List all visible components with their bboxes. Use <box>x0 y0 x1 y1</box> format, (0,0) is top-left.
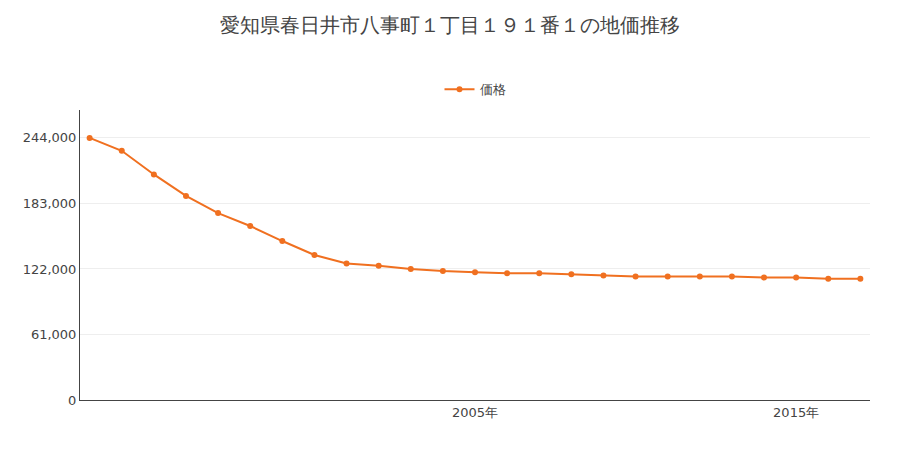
svg-text:愛知県春日井市八事町１丁目１９１番１の地価推移: 愛知県春日井市八事町１丁目１９１番１の地価推移 <box>220 13 680 37</box>
svg-text:61,000: 61,000 <box>31 327 77 342</box>
svg-text:244,000: 244,000 <box>23 130 77 145</box>
svg-text:0: 0 <box>68 393 76 408</box>
svg-text:2015年: 2015年 <box>773 405 819 420</box>
svg-text:価格: 価格 <box>480 82 506 97</box>
svg-text:122,000: 122,000 <box>23 262 77 277</box>
svg-text:183,000: 183,000 <box>23 196 77 211</box>
svg-text:2005年: 2005年 <box>452 405 498 420</box>
